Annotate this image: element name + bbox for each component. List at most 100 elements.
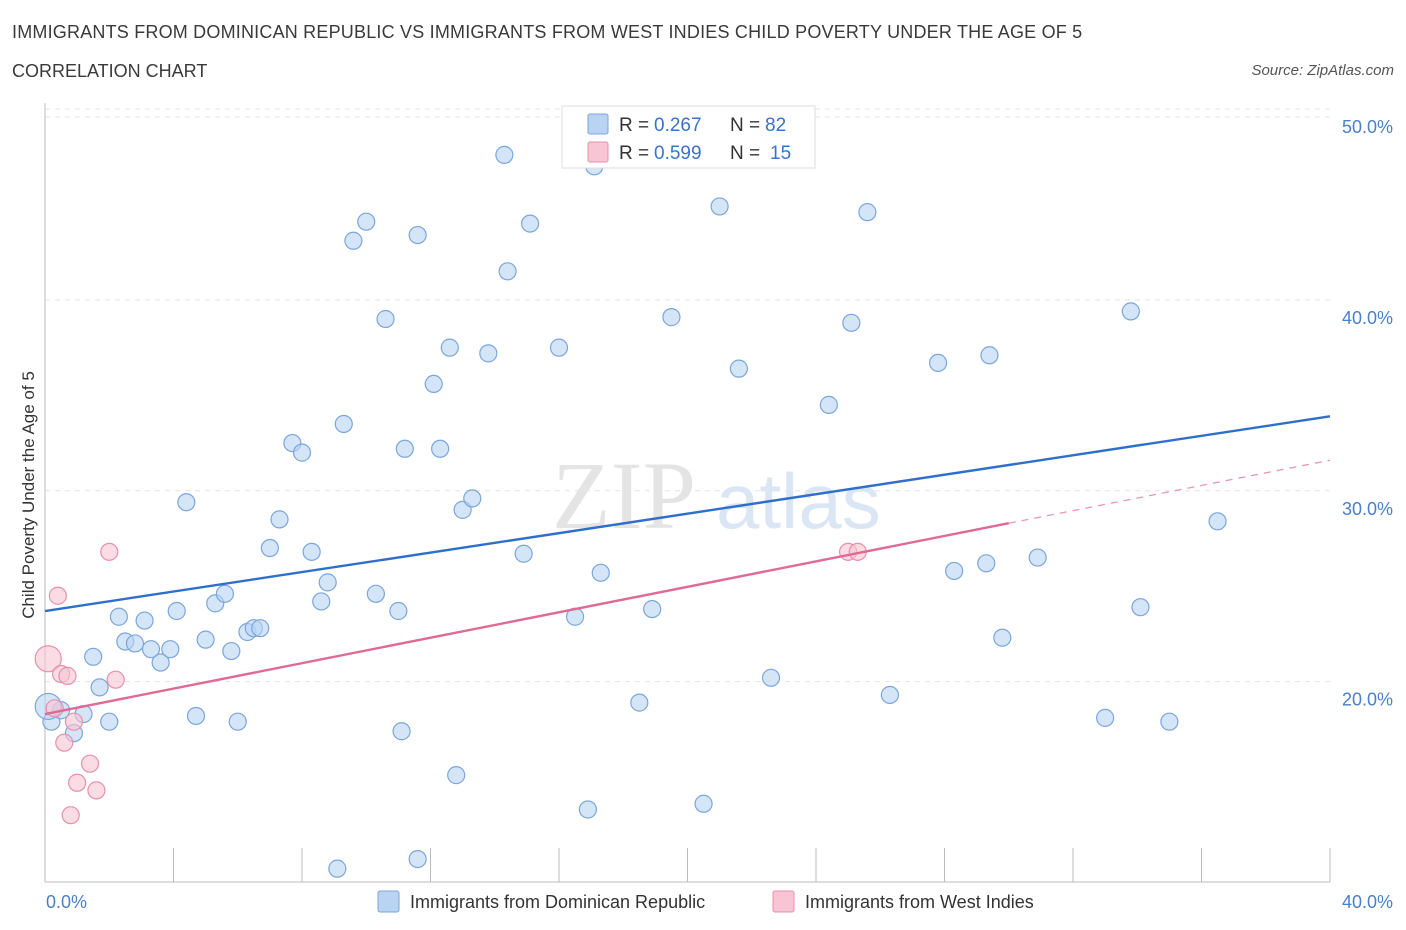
- watermark-zip: ZIP: [552, 442, 696, 549]
- source-label: Source: ZipAtlas.com: [1251, 62, 1394, 79]
- data-point-pink: [61, 806, 80, 825]
- data-point-blue: [177, 493, 196, 512]
- data-point-blue: [90, 678, 109, 697]
- axes: [44, 103, 1331, 883]
- data-point-blue: [167, 601, 186, 621]
- series-legend-label-blue: Immigrants from Dominican Republic: [410, 892, 705, 912]
- data-point-pink: [68, 773, 87, 792]
- data-point-blue: [270, 510, 289, 529]
- data-point-blue: [761, 668, 781, 687]
- data-point-blue: [196, 630, 215, 649]
- data-point-pink: [34, 645, 62, 673]
- data-point-blue: [376, 309, 395, 329]
- trend-lines: [44, 415, 1331, 716]
- data-point-blue: [643, 599, 662, 619]
- y-axis-label: Child Poverty Under the Age of 5: [19, 371, 38, 619]
- data-point-blue: [1121, 302, 1140, 321]
- data-point-blue: [312, 592, 331, 611]
- data-point-blue: [431, 439, 450, 458]
- data-point-blue: [135, 611, 154, 630]
- series-legend-swatch-pink: [772, 890, 795, 913]
- data-point-blue: [980, 346, 999, 365]
- data-point-blue: [549, 338, 569, 357]
- y-tick-label: 40.0%: [1342, 308, 1393, 328]
- data-point-pink: [58, 666, 77, 685]
- data-point-blue: [215, 584, 234, 603]
- data-point-blue: [520, 214, 540, 233]
- data-point-blue: [495, 145, 514, 164]
- trend-line-blue: [44, 415, 1331, 613]
- data-point-blue: [842, 313, 861, 332]
- x-tick-label: 0.0%: [46, 892, 87, 912]
- data-point-blue: [819, 395, 838, 414]
- data-point-blue: [100, 712, 119, 731]
- series-legend-swatch-blue: [377, 890, 400, 913]
- data-point-blue: [1208, 512, 1227, 531]
- data-point-blue: [125, 634, 145, 653]
- data-point-blue: [292, 443, 312, 462]
- data-point-blue: [858, 203, 877, 222]
- data-point-blue: [630, 693, 649, 712]
- data-point-blue: [408, 849, 427, 869]
- data-point-blue: [328, 859, 347, 878]
- data-point-blue: [993, 628, 1012, 647]
- data-point-blue: [1096, 708, 1115, 727]
- series-legend-label-pink: Immigrants from West Indies: [805, 892, 1034, 912]
- correlation-legend: R = 0.267 N = 82 R = 0.599 N = 15: [561, 105, 816, 169]
- data-point-blue: [1160, 712, 1179, 731]
- data-point-blue: [880, 685, 899, 705]
- data-point-blue: [186, 706, 206, 726]
- data-point-blue: [260, 538, 279, 558]
- data-point-blue: [344, 231, 363, 250]
- data-point-blue: [977, 554, 996, 573]
- chart-title: IMMIGRANTS FROM DOMINICAN REPUBLIC VS IM…: [12, 22, 1083, 42]
- data-point-blue: [694, 794, 713, 813]
- data-point-blue: [440, 338, 459, 357]
- data-point-blue: [334, 414, 353, 434]
- data-point-blue: [514, 544, 533, 563]
- data-point-blue: [302, 542, 321, 561]
- data-point-pink: [80, 754, 100, 773]
- data-point-blue: [578, 800, 598, 819]
- data-point-blue: [357, 212, 376, 231]
- data-point-blue: [408, 225, 427, 245]
- y-tick-label: 30.0%: [1342, 499, 1393, 519]
- data-point-blue: [318, 573, 337, 592]
- x-tick-label: 40.0%: [1342, 892, 1393, 912]
- data-point-blue: [395, 439, 414, 458]
- legend-swatch-pink: [587, 141, 609, 163]
- data-point-blue: [109, 607, 128, 626]
- data-point-blue: [141, 640, 161, 659]
- data-point-blue: [424, 374, 443, 393]
- series-legend: Immigrants from Dominican Republic Immig…: [377, 890, 1034, 913]
- data-point-blue: [84, 647, 103, 666]
- data-point-blue: [710, 197, 729, 216]
- legend-r-value-pink: 0.599: [654, 143, 702, 164]
- chart-subtitle: CORRELATION CHART: [12, 61, 208, 81]
- data-point-blue: [729, 359, 749, 378]
- legend-n-value-blue: 82: [765, 115, 786, 136]
- trend-line-extension-pink: [1008, 459, 1331, 524]
- data-point-blue: [161, 640, 180, 659]
- data-point-blue: [1028, 548, 1047, 567]
- x-tick-labels: 0.0% 40.0%: [46, 892, 1393, 912]
- data-point-blue: [1131, 598, 1150, 617]
- data-point-blue: [251, 619, 270, 638]
- y-tick-labels: 20.0% 30.0% 40.0% 50.0%: [1342, 117, 1393, 710]
- data-point-pink: [100, 542, 119, 561]
- trend-line-pink: [44, 522, 1009, 716]
- legend-r-value-blue: 0.267: [654, 115, 702, 136]
- data-point-blue: [662, 308, 681, 327]
- legend-r-label-pink: R =: [619, 143, 649, 164]
- data-point-blue: [366, 584, 385, 603]
- legend-n-label-blue: N =: [730, 115, 760, 136]
- data-point-blue: [151, 653, 170, 672]
- watermark-atlas: atlas: [716, 457, 881, 545]
- data-point-blue: [945, 561, 964, 581]
- data-point-pink: [106, 670, 125, 689]
- data-point-blue: [447, 766, 466, 785]
- y-tick-label: 50.0%: [1342, 117, 1393, 137]
- grid-lines: [45, 108, 1330, 683]
- data-point-blue: [228, 712, 247, 731]
